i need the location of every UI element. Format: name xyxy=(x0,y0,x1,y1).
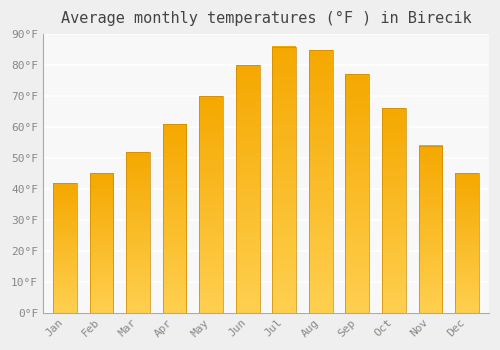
Bar xyxy=(162,124,186,313)
Bar xyxy=(272,47,296,313)
Bar xyxy=(309,50,332,313)
Bar xyxy=(418,146,442,313)
Bar xyxy=(346,75,369,313)
Title: Average monthly temperatures (°F ) in Birecik: Average monthly temperatures (°F ) in Bi… xyxy=(60,11,471,26)
Bar xyxy=(90,174,114,313)
Bar xyxy=(382,108,406,313)
Bar xyxy=(126,152,150,313)
Bar xyxy=(199,96,223,313)
Bar xyxy=(236,65,260,313)
Bar xyxy=(455,174,479,313)
Bar xyxy=(53,183,77,313)
